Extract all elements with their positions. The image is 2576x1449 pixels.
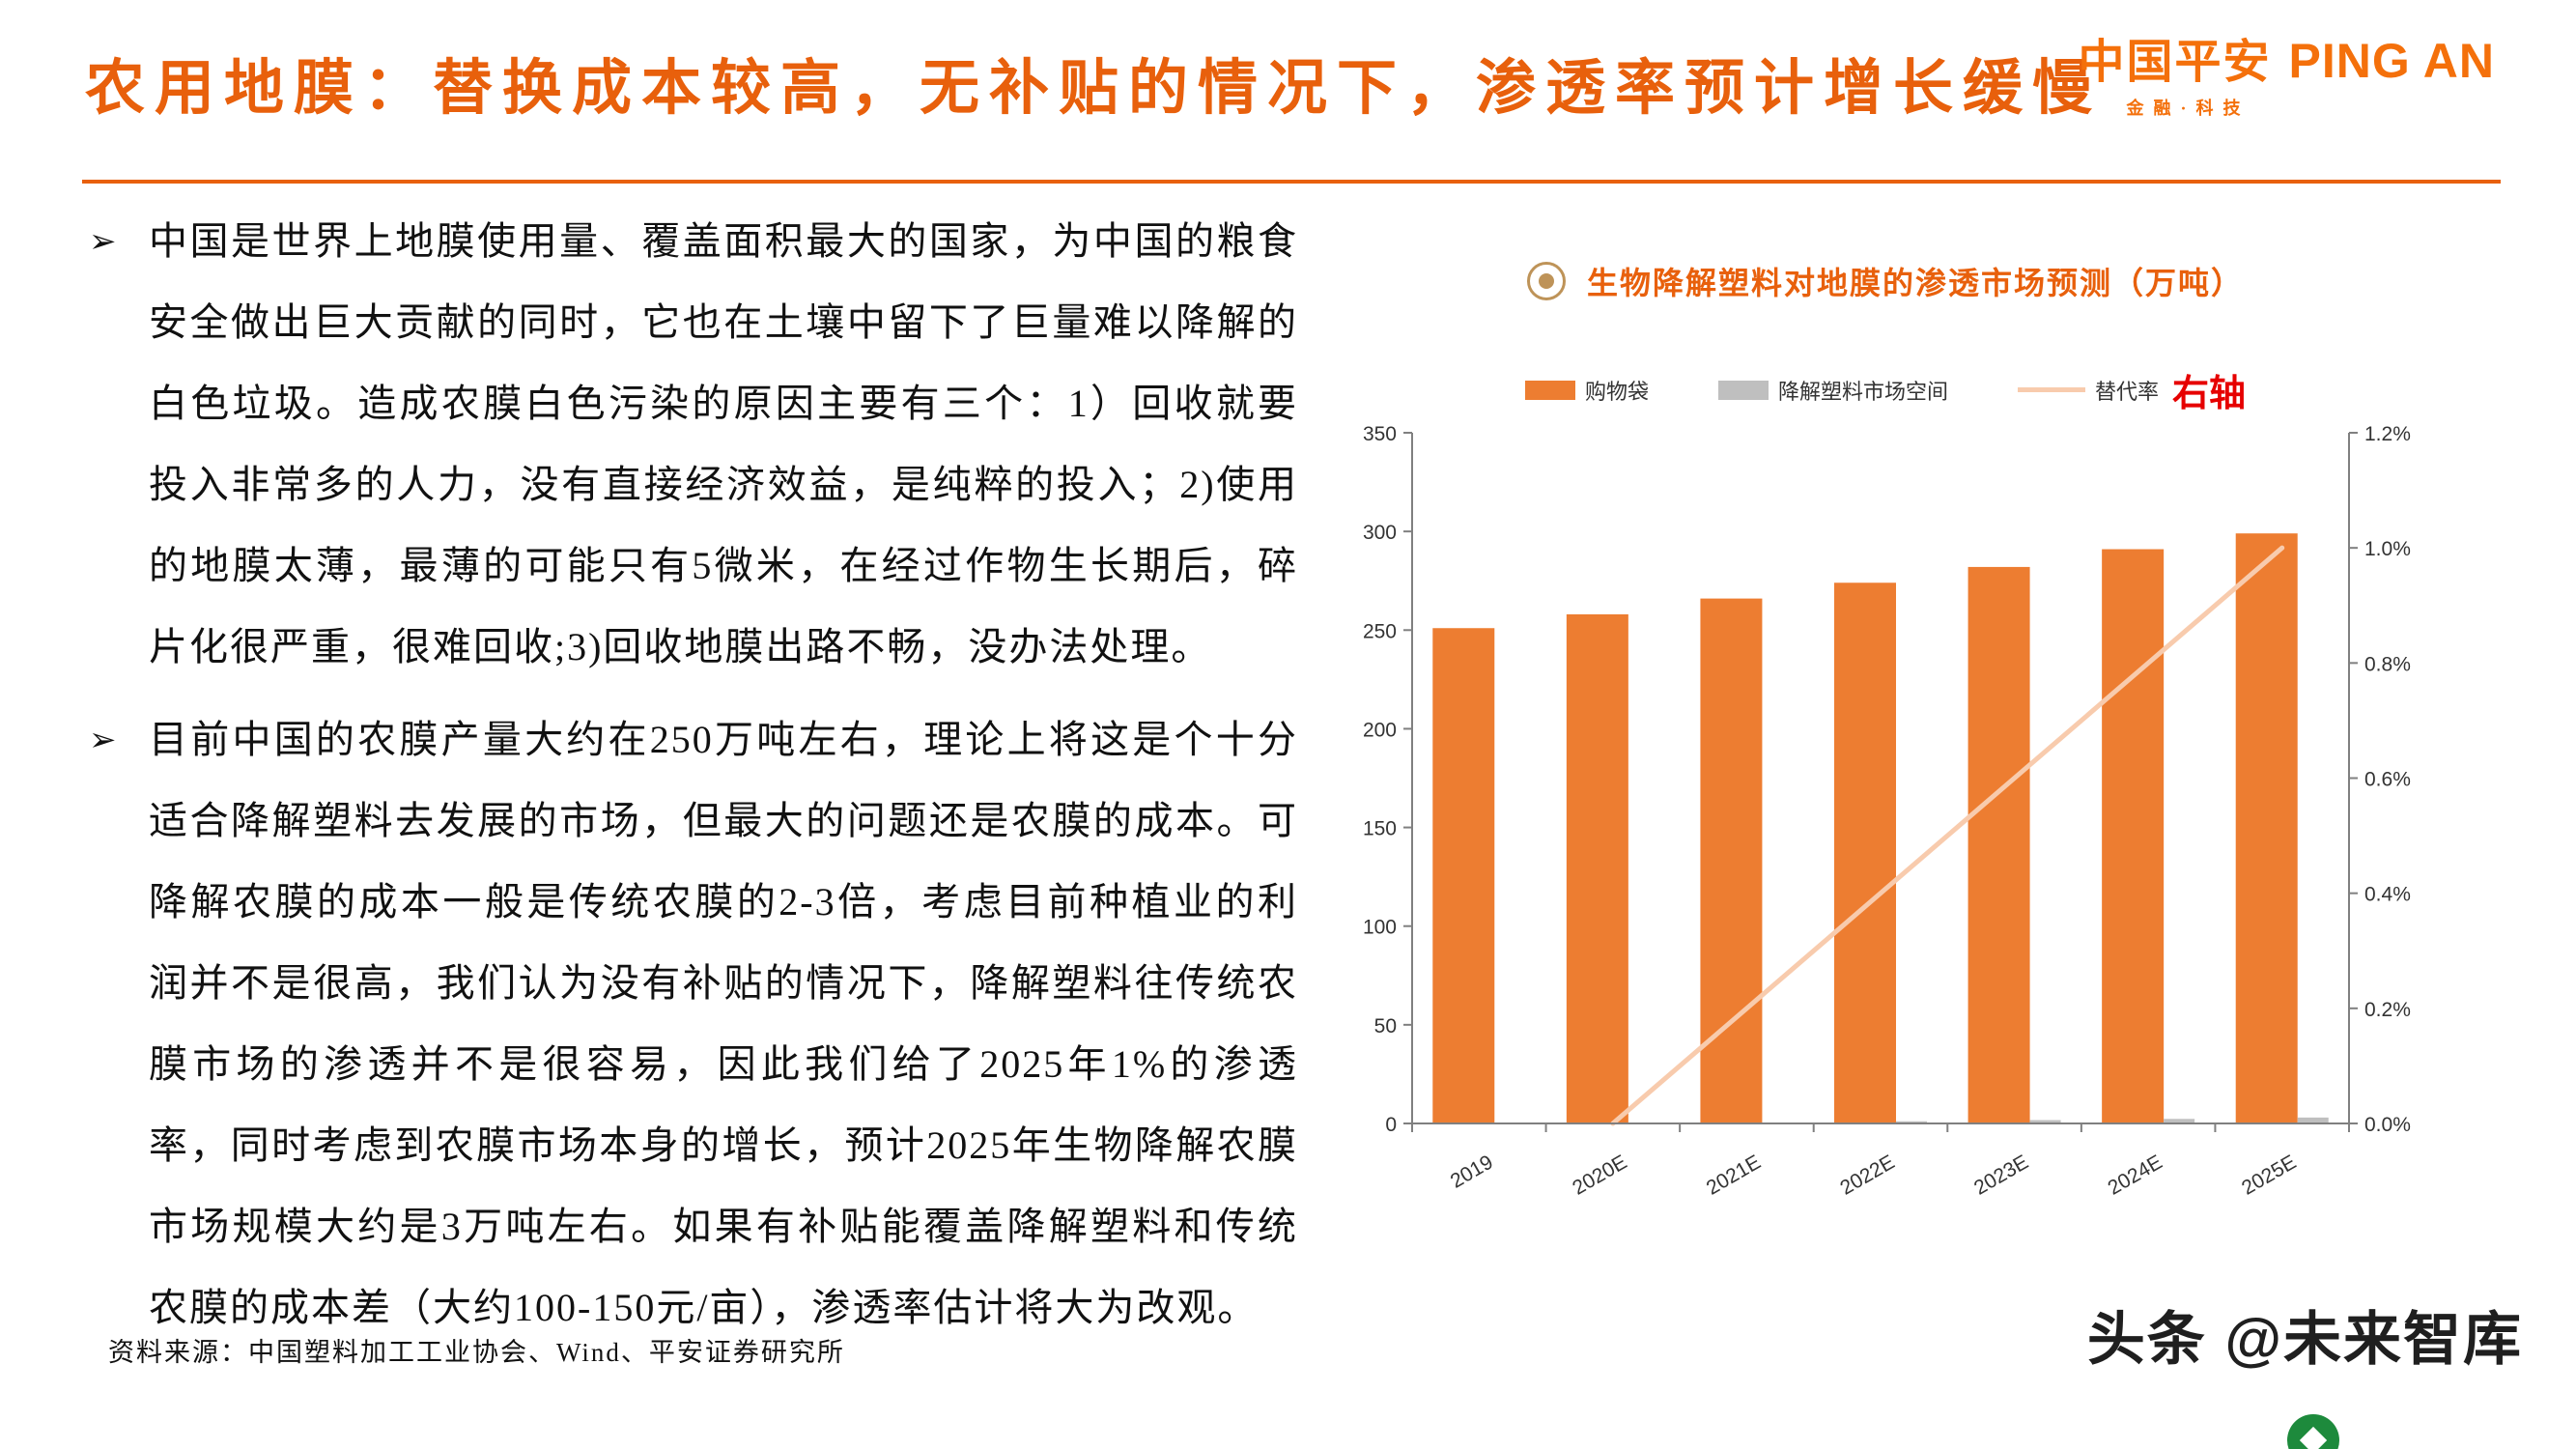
pingan-logo-row: 中国平安 PING AN (2078, 23, 2495, 91)
bullet-item: ➢ 目前中国的农膜产量大约在250万吨左右，理论上将这是个十分适合降解塑料去发展… (89, 699, 1298, 1349)
pingan-logo: 中国平安 PING AN 金融·科技 (2078, 23, 2495, 120)
pingan-logo-cn: 中国平安 (2078, 37, 2272, 88)
bullet-text-2: 目前中国的农膜产量大约在250万吨左右，理论上将这是个十分适合降解塑料去发展的市… (149, 718, 1298, 1329)
pingan-logo-subtitle: 金融·科技 (2126, 99, 2250, 118)
svg-text:0.4%: 0.4% (2364, 884, 2411, 906)
penetration-forecast-chart: 0 50 100 150 200 250 300 350 0.0% 0.2% 0.4% 0.6% 0.8… (1363, 423, 2411, 1200)
legend-label-market-space: 降解塑料市场空间 (1777, 379, 1948, 404)
chart-title: 生物降解塑料对地膜的渗透市场预测（万吨） (1586, 266, 2244, 300)
bullet-arrow-icon: ➢ (89, 721, 117, 759)
svg-text:300: 300 (1363, 522, 1397, 544)
weilai-zhiku-logo-icon (2287, 1414, 2339, 1449)
chart-panel: 生物降解塑料对地膜的渗透市场预测（万吨） 购物袋 降解塑料市场空间 替代率 右轴… (1316, 242, 2455, 1275)
header-divider (82, 180, 2501, 184)
legend-swatch-line-icon (2018, 387, 2085, 392)
svg-text:2023E: 2023E (1970, 1151, 2032, 1199)
legend-item-substitution-rate: 替代率 右轴 (2018, 363, 2246, 416)
svg-text:0.0%: 0.0% (2364, 1114, 2411, 1136)
svg-text:2021E: 2021E (1703, 1151, 1765, 1199)
legend-item-market-space: 降解塑料市场空间 (1717, 375, 1948, 406)
bullseye-icon (1526, 262, 1566, 300)
svg-text:0.6%: 0.6% (2364, 769, 2411, 791)
right-axis-note: 右轴 (2172, 374, 2247, 414)
svg-text:0.2%: 0.2% (2364, 999, 2411, 1021)
bullseye-dot (1538, 273, 1554, 289)
legend-swatch-orange-bar-icon (1524, 380, 1575, 400)
legend-swatch-gray-bar-icon (1717, 380, 1769, 400)
svg-text:2022E: 2022E (1836, 1151, 1898, 1199)
svg-text:250: 250 (1363, 620, 1397, 642)
bullet-text-1: 中国是世界上地膜使用量、覆盖面积最大的国家，为中国的粮食安全做出巨大贡献的同时，… (149, 219, 1298, 668)
svg-text:150: 150 (1363, 818, 1397, 840)
svg-text:1.2%: 1.2% (2364, 423, 2411, 445)
svg-text:2019: 2019 (1447, 1151, 1497, 1192)
page-title: 农用地膜：替换成本较高，无补贴的情况下，渗透率预计增长缓慢 (85, 56, 2103, 122)
bullet-item: ➢ 中国是世界上地膜使用量、覆盖面积最大的国家，为中国的粮食安全做出巨大贡献的同… (89, 201, 1298, 688)
svg-text:0: 0 (1385, 1114, 1397, 1136)
svg-text:0.8%: 0.8% (2364, 653, 2411, 675)
svg-text:2020E: 2020E (1569, 1151, 1630, 1199)
svg-text:2025E: 2025E (2238, 1151, 2300, 1199)
bullet-list: ➢ 中国是世界上地膜使用量、覆盖面积最大的国家，为中国的粮食安全做出巨大贡献的同… (89, 201, 1298, 1360)
svg-text:1.0%: 1.0% (2364, 538, 2411, 560)
watermark: 头条 @未来智库 (2086, 1307, 2523, 1372)
svg-text:200: 200 (1363, 719, 1397, 741)
data-source: 资料来源：中国塑料加工工业协会、Wind、平安证券研究所 (108, 1338, 845, 1367)
svg-text:2024E: 2024E (2105, 1151, 2166, 1199)
svg-text:350: 350 (1363, 423, 1397, 445)
legend-item-bags: 购物袋 (1524, 375, 1649, 406)
svg-text:100: 100 (1363, 917, 1397, 939)
pingan-logo-en: PING AN (2288, 34, 2495, 88)
svg-text:50: 50 (1374, 1015, 1397, 1037)
legend-label-substitution-rate: 替代率 (2095, 379, 2160, 404)
chart-legend: 购物袋 降解塑料市场空间 替代率 右轴 (1316, 363, 2455, 416)
bullet-arrow-icon: ➢ (89, 222, 117, 261)
chart-title-row: 生物降解塑料对地膜的渗透市场预测（万吨） (1316, 259, 2455, 303)
legend-label-bags: 购物袋 (1584, 379, 1649, 404)
